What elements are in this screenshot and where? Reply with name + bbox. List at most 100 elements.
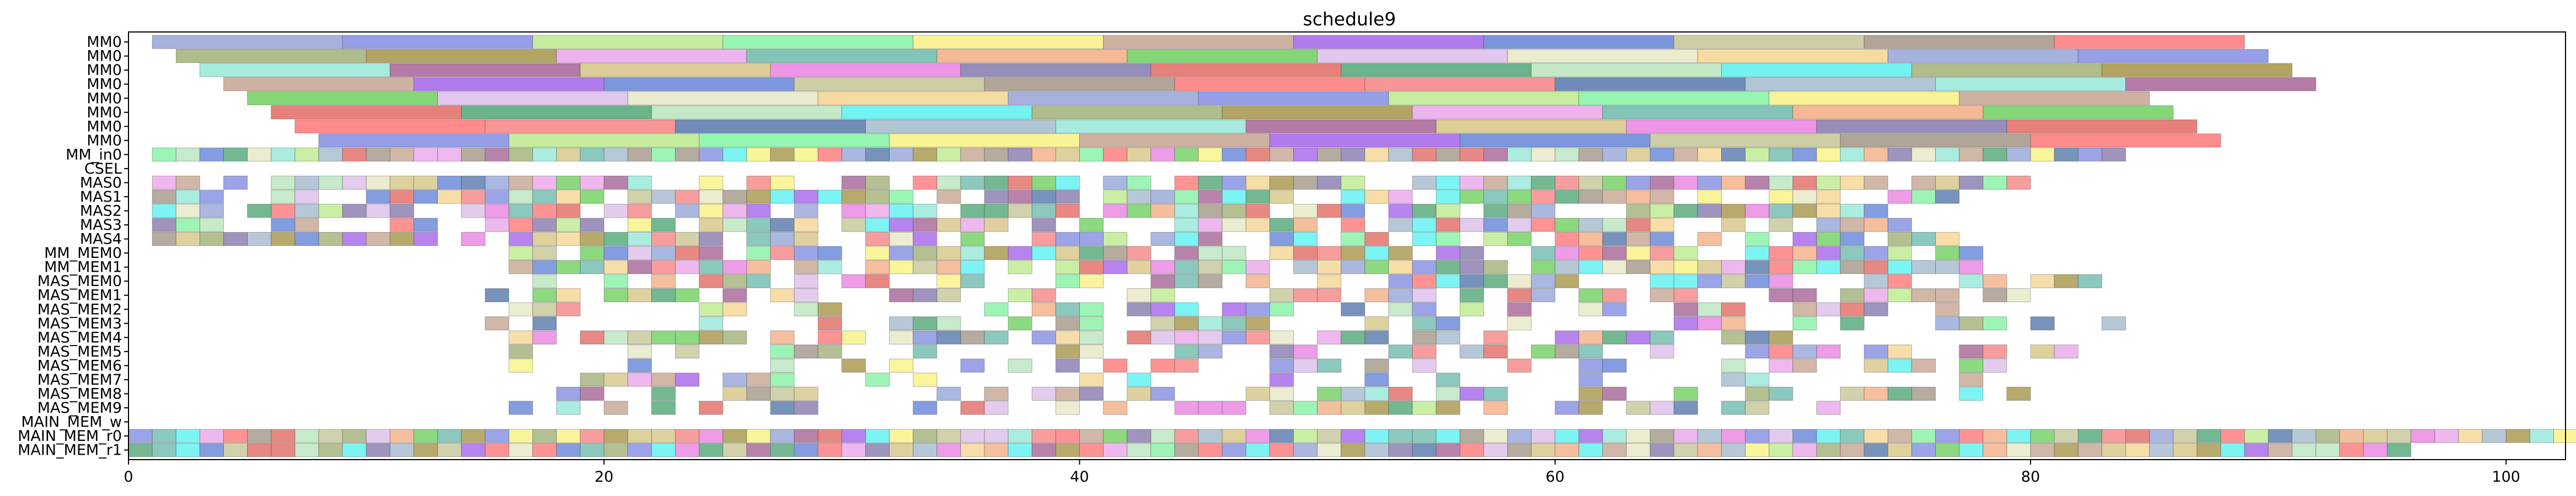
gantt-block [1245, 175, 1270, 190]
gantt-bar-mm0 [485, 119, 676, 133]
gantt-block [1840, 203, 1865, 218]
gantt-block [1863, 147, 1888, 162]
gantt-block [318, 231, 343, 246]
gantt-block [1364, 386, 1389, 401]
gantt-block [1127, 288, 1152, 303]
gantt-block [770, 190, 795, 204]
gantt-block [627, 246, 652, 260]
gantt-block [913, 231, 938, 246]
gantt-bar-mm0 [389, 63, 581, 77]
gantt-block [889, 358, 914, 373]
gantt-block [128, 443, 153, 457]
gantt-block [1792, 443, 1817, 457]
gantt-block [1769, 246, 1793, 260]
gantt-block [1887, 147, 1912, 162]
gantt-block [2387, 429, 2412, 443]
gantt-block [651, 260, 676, 274]
gantt-block [1222, 443, 1246, 457]
gantt-block [318, 429, 343, 443]
gantt-block [1792, 175, 1817, 190]
gantt-block [389, 231, 414, 246]
gantt-block [2101, 429, 2126, 443]
gantt-block [675, 190, 700, 204]
gantt-block [1412, 274, 1437, 288]
gantt-block [1555, 274, 1579, 288]
gantt-block [1792, 231, 1817, 246]
gantt-bar-mm0 [175, 49, 367, 63]
gantt-block [1697, 231, 1722, 246]
gantt-bar-mm0 [247, 91, 438, 105]
gantt-block [651, 288, 676, 303]
gantt-block [1269, 386, 1294, 401]
gantt-block [651, 274, 676, 288]
gantt-block [699, 218, 724, 232]
gantt-block [1721, 147, 1746, 162]
gantt-block [1959, 260, 1984, 274]
gantt-block [1887, 190, 1912, 204]
gantt-block [342, 231, 367, 246]
gantt-block [1959, 443, 1984, 457]
gantt-block [508, 260, 533, 274]
gantt-block [1341, 218, 1365, 232]
gantt-block [389, 429, 414, 443]
gantt-block [508, 330, 533, 344]
gantt-block [437, 147, 462, 162]
gantt-block [1816, 401, 1841, 415]
gantt-block [437, 429, 462, 443]
gantt-block [651, 386, 676, 401]
gantt-block [984, 147, 1009, 162]
gantt-block [817, 302, 842, 316]
gantt-block [1150, 429, 1175, 443]
gantt-block [532, 260, 557, 274]
gantt-block [1436, 373, 1460, 387]
gantt-block [1245, 330, 1270, 344]
gantt-block [413, 231, 438, 246]
gantt-block [1840, 288, 1865, 303]
gantt-block [1150, 358, 1175, 373]
gantt-block [1103, 175, 1128, 190]
gantt-block [817, 330, 842, 344]
gantt-block [913, 175, 938, 190]
gantt-block [2006, 443, 2031, 457]
gantt-block [1792, 429, 1817, 443]
gantt-bar-mm0 [1364, 77, 1556, 91]
gantt-block [603, 260, 628, 274]
gantt-block [1555, 260, 1579, 274]
gantt-block [271, 429, 296, 443]
gantt-block [1531, 190, 1556, 204]
gantt-block [1388, 203, 1413, 218]
gantt-block [2173, 443, 2198, 457]
gantt-block [1602, 302, 1627, 316]
y-tick-label: MM_MEM1 [44, 259, 122, 276]
gantt-block [984, 330, 1009, 344]
gantt-block [1840, 260, 1865, 274]
gantt-block [2411, 429, 2435, 443]
gantt-block [889, 443, 914, 457]
gantt-block [1626, 246, 1651, 260]
gantt-block [841, 203, 866, 218]
gantt-block [960, 429, 985, 443]
gantt-block [913, 429, 938, 443]
gantt-block [1555, 344, 1579, 359]
gantt-block [889, 203, 914, 218]
gantt-block [485, 218, 510, 232]
gantt-block [389, 175, 414, 190]
gantt-block [936, 330, 961, 344]
gantt-block [1364, 260, 1389, 274]
gantt-block [1150, 274, 1175, 288]
gantt-block [1150, 330, 1175, 344]
gantt-block [1578, 386, 1603, 401]
gantt-block [794, 190, 818, 204]
gantt-block [651, 218, 676, 232]
gantt-block [746, 190, 771, 204]
gantt-block [223, 175, 248, 190]
gantt-block [1198, 330, 1223, 344]
gantt-bar-mm0 [960, 63, 1152, 77]
gantt-block [1745, 344, 1770, 359]
gantt-block [865, 203, 890, 218]
gantt-block [152, 203, 176, 218]
gantt-block [1863, 288, 1888, 303]
gantt-block [1174, 274, 1199, 288]
gantt-block [1364, 358, 1389, 373]
gantt-block [1174, 344, 1199, 359]
